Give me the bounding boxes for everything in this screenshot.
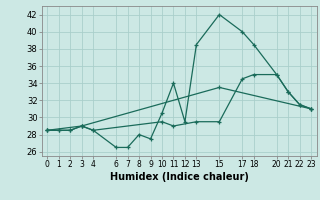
X-axis label: Humidex (Indice chaleur): Humidex (Indice chaleur)	[110, 172, 249, 182]
